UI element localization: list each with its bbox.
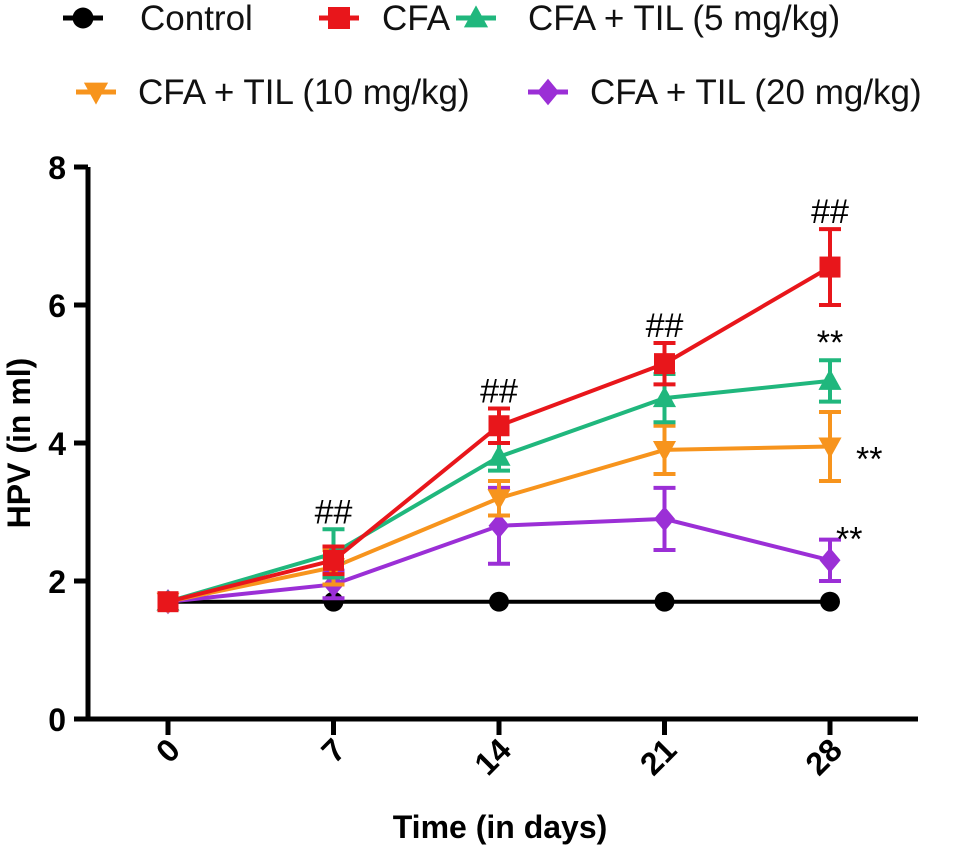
significance-annotation: ** bbox=[856, 440, 882, 478]
data-point bbox=[323, 549, 344, 571]
significance-annotation: ** bbox=[817, 324, 843, 362]
legend-item: CFA + TIL (20 mg/kg) bbox=[528, 73, 922, 112]
y-tick-label: 4 bbox=[48, 426, 66, 462]
legend-item: CFA + TIL (10 mg/kg) bbox=[76, 73, 470, 112]
data-point bbox=[654, 506, 675, 532]
data-point bbox=[652, 386, 677, 408]
y-tick-label: 2 bbox=[48, 564, 66, 600]
data-point bbox=[489, 591, 509, 612]
y-tick-label: 0 bbox=[48, 702, 66, 738]
y-tick-label: 6 bbox=[48, 288, 66, 324]
x-tick-label: 28 bbox=[798, 731, 849, 782]
significance-annotation: ## bbox=[811, 193, 849, 231]
x-axis-title: Time (in days) bbox=[393, 809, 608, 845]
legend-label: Control bbox=[140, 0, 253, 38]
y-tick-label: 8 bbox=[48, 150, 66, 186]
legend-item: CFA bbox=[319, 0, 451, 38]
data-point bbox=[818, 437, 842, 459]
legend-label: CFA + TIL (5 mg/kg) bbox=[528, 0, 840, 38]
significance-annotation: ## bbox=[480, 373, 518, 411]
legend: Control CFA CFA + TIL (5 mg/kg) CFA + TIL (… bbox=[63, 0, 922, 112]
legend-item: Control bbox=[63, 0, 253, 38]
legend-label: CFA + TIL (20 mg/kg) bbox=[590, 73, 922, 112]
data-point bbox=[652, 440, 677, 462]
data-point bbox=[487, 444, 511, 466]
data-point bbox=[488, 415, 510, 437]
legend-item: CFA + TIL (5 mg/kg) bbox=[456, 0, 840, 38]
x-tick-label: 21 bbox=[633, 731, 684, 782]
data-point bbox=[487, 489, 511, 511]
data-point bbox=[654, 591, 675, 612]
data-point bbox=[654, 353, 675, 375]
legend-marker bbox=[72, 7, 94, 29]
legend-marker bbox=[83, 82, 109, 105]
legend-marker bbox=[328, 7, 350, 29]
x-tick-label: 7 bbox=[314, 731, 352, 769]
legend-marker bbox=[463, 5, 489, 28]
x-tick-label: 0 bbox=[149, 731, 187, 769]
data-point bbox=[820, 591, 840, 612]
legend-label: CFA + TIL (10 mg/kg) bbox=[138, 73, 470, 112]
annotations: ## ## ## ## ** ** ** bbox=[315, 193, 883, 558]
legend-label: CFA bbox=[382, 0, 451, 38]
data-point bbox=[488, 513, 510, 539]
data-point bbox=[818, 368, 842, 390]
legend-marker bbox=[537, 78, 559, 106]
significance-annotation: ** bbox=[836, 520, 862, 558]
data-point bbox=[819, 256, 841, 278]
series-cfa bbox=[157, 227, 841, 613]
x-tick-label: 14 bbox=[467, 731, 518, 782]
data-point bbox=[819, 547, 841, 573]
significance-annotation: ## bbox=[315, 493, 353, 531]
significance-annotation: ## bbox=[646, 307, 684, 345]
y-axis-title: HPV (in ml) bbox=[1, 358, 37, 529]
series-control bbox=[158, 591, 840, 612]
series-layer bbox=[156, 227, 842, 615]
data-point bbox=[157, 591, 179, 613]
